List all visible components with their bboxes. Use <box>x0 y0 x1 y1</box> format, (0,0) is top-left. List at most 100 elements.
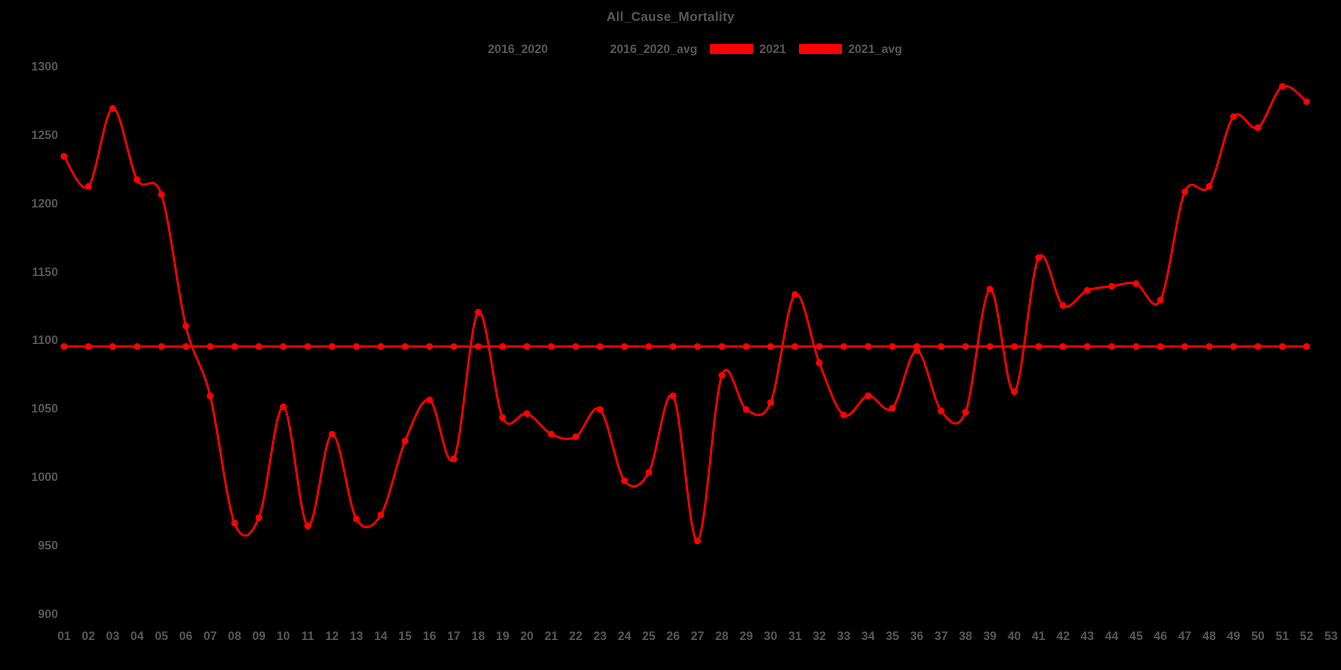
data-point-marker <box>1278 343 1286 350</box>
x-tick-label: 08 <box>228 629 242 643</box>
data-point-marker <box>133 343 141 350</box>
x-tick-label: 13 <box>350 629 364 643</box>
x-tick-label: 52 <box>1300 629 1314 643</box>
data-point-marker <box>328 430 336 438</box>
data-point-marker <box>1035 254 1042 261</box>
data-point-marker <box>1132 343 1140 350</box>
data-point-marker <box>1059 302 1067 309</box>
y-tick-label: 950 <box>38 539 58 553</box>
data-point-marker <box>158 191 165 199</box>
x-tick-label: 30 <box>764 629 778 643</box>
data-point-marker <box>523 410 531 417</box>
x-tick-label: 19 <box>496 629 510 643</box>
data-point-marker <box>499 414 506 422</box>
data-point-marker <box>1205 183 1213 190</box>
x-tick-label: 53 <box>1324 629 1338 643</box>
legend-item-2021_avg: 2021_avg <box>799 42 902 56</box>
x-tick-label: 10 <box>277 629 291 643</box>
data-point-marker <box>279 403 287 411</box>
x-tick-label: 45 <box>1129 629 1143 643</box>
legend-label: 2021_avg <box>848 42 903 56</box>
data-point-marker <box>1035 343 1042 350</box>
x-tick-label: 35 <box>886 629 900 643</box>
data-point-marker <box>547 343 555 350</box>
data-point-marker <box>523 343 531 350</box>
data-point-marker <box>377 343 385 350</box>
x-tick-label: 41 <box>1032 629 1046 643</box>
data-point-marker <box>1278 83 1286 90</box>
data-point-marker <box>1303 343 1310 350</box>
data-point-marker <box>1010 388 1018 396</box>
data-point-marker <box>669 392 677 400</box>
data-point-marker <box>450 455 458 463</box>
x-tick-label: 51 <box>1276 629 1290 643</box>
data-point-marker <box>1254 124 1262 131</box>
y-tick-label: 1000 <box>31 470 58 484</box>
y-tick-label: 1300 <box>31 60 58 74</box>
data-point-marker <box>742 343 750 350</box>
x-tick-label: 07 <box>204 629 218 643</box>
data-point-marker <box>791 291 799 298</box>
data-point-marker <box>645 343 653 350</box>
data-point-marker <box>694 537 701 545</box>
data-point-marker <box>401 437 409 445</box>
x-tick-label: 26 <box>666 629 680 643</box>
data-point-marker <box>572 433 580 441</box>
data-point-marker <box>401 343 409 350</box>
x-tick-label: 15 <box>398 629 412 643</box>
x-tick-label: 22 <box>569 629 583 643</box>
data-point-marker <box>133 176 141 184</box>
legend-label: 2016_2020 <box>487 42 548 56</box>
data-point-marker <box>937 343 945 350</box>
data-point-marker <box>1059 343 1067 350</box>
x-tick-label: 28 <box>715 629 729 643</box>
data-point-marker <box>645 469 653 476</box>
data-point-marker <box>913 343 921 350</box>
data-point-marker <box>621 343 628 350</box>
data-point-marker <box>596 406 604 413</box>
data-point-marker <box>304 343 312 350</box>
chart-legend: 2016_2020 2016_2020_avg 2021 2021_avg <box>0 42 1341 56</box>
data-point-marker <box>669 343 677 350</box>
data-point-marker <box>596 343 604 350</box>
data-point-marker <box>718 343 726 350</box>
data-point-marker <box>353 515 360 523</box>
data-point-marker <box>767 343 774 350</box>
data-point-marker <box>499 343 506 350</box>
x-axis-labels: 01 02 03 04 05 06 07 08 09 10 11 12 13 14 15 16 17 18 19 20… <box>57 629 1338 643</box>
x-tick-label: 50 <box>1251 629 1265 643</box>
x-tick-label: 09 <box>252 629 266 643</box>
data-point-marker <box>937 407 945 415</box>
data-point-marker <box>1181 343 1189 350</box>
legend-swatch <box>560 44 604 54</box>
data-point-marker <box>328 343 336 350</box>
x-tick-label: 48 <box>1203 629 1217 643</box>
x-tick-label: 32 <box>813 629 827 643</box>
data-point-marker <box>426 396 433 404</box>
x-tick-label: 25 <box>642 629 656 643</box>
data-point-marker <box>864 392 872 400</box>
data-point-marker <box>986 285 994 293</box>
y-tick-label: 1200 <box>31 196 58 210</box>
data-point-marker <box>60 152 68 160</box>
data-point-marker <box>85 343 92 350</box>
data-point-marker <box>889 404 896 412</box>
data-point-marker <box>694 343 701 350</box>
y-tick-label: 1250 <box>31 128 58 142</box>
data-point-marker <box>474 343 482 350</box>
x-tick-label: 49 <box>1227 629 1241 643</box>
x-tick-label: 14 <box>374 629 388 643</box>
data-point-marker <box>255 343 263 350</box>
x-tick-label: 05 <box>155 629 169 643</box>
y-tick-label: 1150 <box>32 265 58 279</box>
data-point-marker <box>840 343 848 350</box>
data-point-marker <box>1132 280 1140 287</box>
data-point-marker <box>840 411 848 419</box>
legend-label: 2016_2020_avg <box>609 42 698 56</box>
x-tick-label: 29 <box>740 629 754 643</box>
data-point-marker <box>889 343 896 350</box>
series-2021-markers <box>60 83 1310 545</box>
data-point-marker <box>279 343 287 350</box>
